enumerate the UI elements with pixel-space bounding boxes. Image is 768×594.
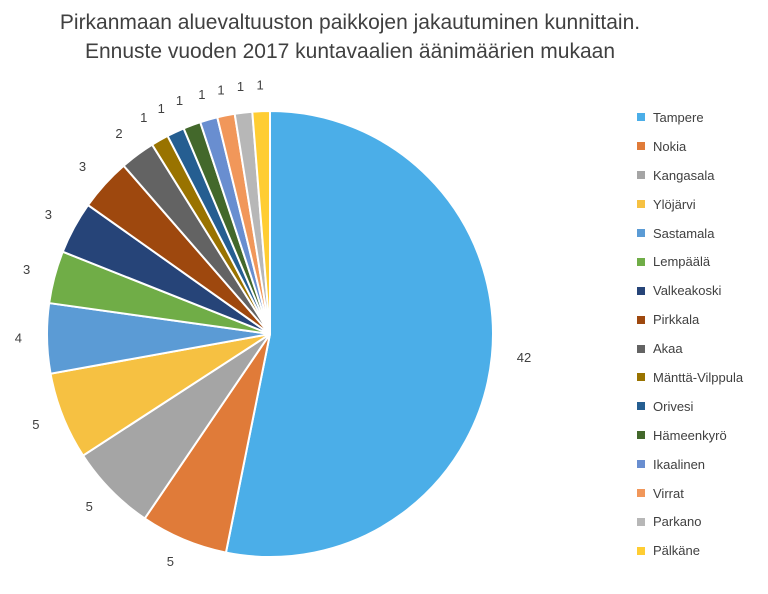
legend-item-12: Hämeenkyrö bbox=[637, 421, 743, 450]
data-label-10: 1 bbox=[140, 110, 147, 125]
data-label-14: 1 bbox=[217, 82, 224, 97]
data-label-7: 3 bbox=[45, 207, 52, 222]
legend-swatch bbox=[637, 229, 645, 237]
legend-item-3: Kangasala bbox=[637, 161, 743, 190]
legend-swatch bbox=[637, 402, 645, 411]
legend-swatch bbox=[637, 171, 645, 180]
legend-label: Ylöjärvi bbox=[653, 196, 696, 212]
legend-label: Parkano bbox=[653, 514, 702, 530]
data-label-4: 5 bbox=[32, 417, 39, 432]
legend-swatch bbox=[637, 344, 645, 353]
legend-item-9: Akaa bbox=[637, 334, 743, 363]
legend-item-1: Tampere bbox=[637, 103, 743, 132]
data-label-13: 1 bbox=[198, 87, 205, 102]
legend-label: Valkeakoski bbox=[653, 283, 722, 299]
legend-item-15: Parkano bbox=[637, 507, 743, 536]
legend-item-4: Ylöjärvi bbox=[637, 190, 743, 219]
legend-swatch bbox=[637, 517, 645, 526]
pie-slice-1 bbox=[224, 109, 494, 558]
legend-item-11: Orivesi bbox=[637, 392, 743, 421]
data-label-9: 2 bbox=[115, 126, 122, 141]
chart-title: Pirkanmaan aluevaltuuston paikkojen jaka… bbox=[59, 11, 641, 34]
legend-label: Pirkkala bbox=[653, 312, 700, 328]
data-label-5: 4 bbox=[15, 330, 22, 345]
pie-slices bbox=[46, 109, 494, 558]
legend-item-8: Pirkkala bbox=[637, 305, 743, 334]
legend-swatch bbox=[637, 257, 645, 266]
data-label-16: 1 bbox=[256, 78, 263, 93]
legend-label: Nokia bbox=[653, 138, 687, 154]
legend-item-16: Pälkäne bbox=[637, 536, 743, 565]
legend-label: Akaa bbox=[653, 341, 683, 357]
data-label-1: 42 bbox=[517, 350, 531, 365]
legend-label: Virrat bbox=[653, 485, 684, 501]
data-label-8: 3 bbox=[79, 159, 86, 174]
legend-label: Sastamala bbox=[653, 225, 715, 241]
chart-title-block: Pirkanmaan aluevaltuuston paikkojen jaka… bbox=[0, 8, 700, 66]
chart-subtitle: Ennuste vuoden 2017 kuntavaalien äänimää… bbox=[84, 40, 616, 63]
data-label-3: 5 bbox=[86, 499, 93, 514]
data-label-6: 3 bbox=[23, 262, 30, 277]
data-label-15: 1 bbox=[237, 79, 244, 94]
legend-item-2: Nokia bbox=[637, 132, 743, 161]
legend-swatch bbox=[637, 286, 645, 295]
legend-item-14: Virrat bbox=[637, 479, 743, 508]
data-label-12: 1 bbox=[176, 93, 183, 108]
legend-label: Mänttä-Vilppula bbox=[653, 369, 744, 385]
legend-item-10: Mänttä-Vilppula bbox=[637, 363, 743, 392]
legend-label: Kangasala bbox=[653, 167, 715, 183]
data-label-2: 5 bbox=[167, 554, 174, 569]
pie-slice-16 bbox=[251, 109, 271, 335]
legend-item-7: Valkeakoski bbox=[637, 276, 743, 305]
legend-swatch bbox=[637, 142, 645, 151]
legend-item-6: Lempäälä bbox=[637, 247, 743, 276]
legend-label: Lempäälä bbox=[653, 254, 711, 270]
legend-swatch bbox=[637, 315, 645, 324]
legend-swatch bbox=[637, 489, 645, 498]
legend-label: Tampere bbox=[653, 109, 704, 125]
legend-item-5: Sastamala bbox=[637, 219, 743, 248]
legend-label: Orivesi bbox=[653, 398, 694, 414]
legend-swatch bbox=[637, 460, 645, 469]
legend-swatch bbox=[637, 200, 645, 209]
data-label-11: 1 bbox=[158, 101, 165, 116]
legend-label: Ikaalinen bbox=[653, 456, 706, 472]
legend: Tampere Nokia Kangasala Ylöjärvi Sastamala Le… bbox=[637, 103, 743, 565]
legend-swatch bbox=[637, 431, 645, 440]
legend-swatch bbox=[637, 113, 645, 122]
legend-label: Pälkäne bbox=[653, 543, 700, 559]
legend-swatch bbox=[637, 546, 645, 555]
legend-label: Hämeenkyrö bbox=[653, 427, 727, 443]
legend-swatch bbox=[637, 373, 645, 382]
legend-item-13: Ikaalinen bbox=[637, 450, 743, 479]
